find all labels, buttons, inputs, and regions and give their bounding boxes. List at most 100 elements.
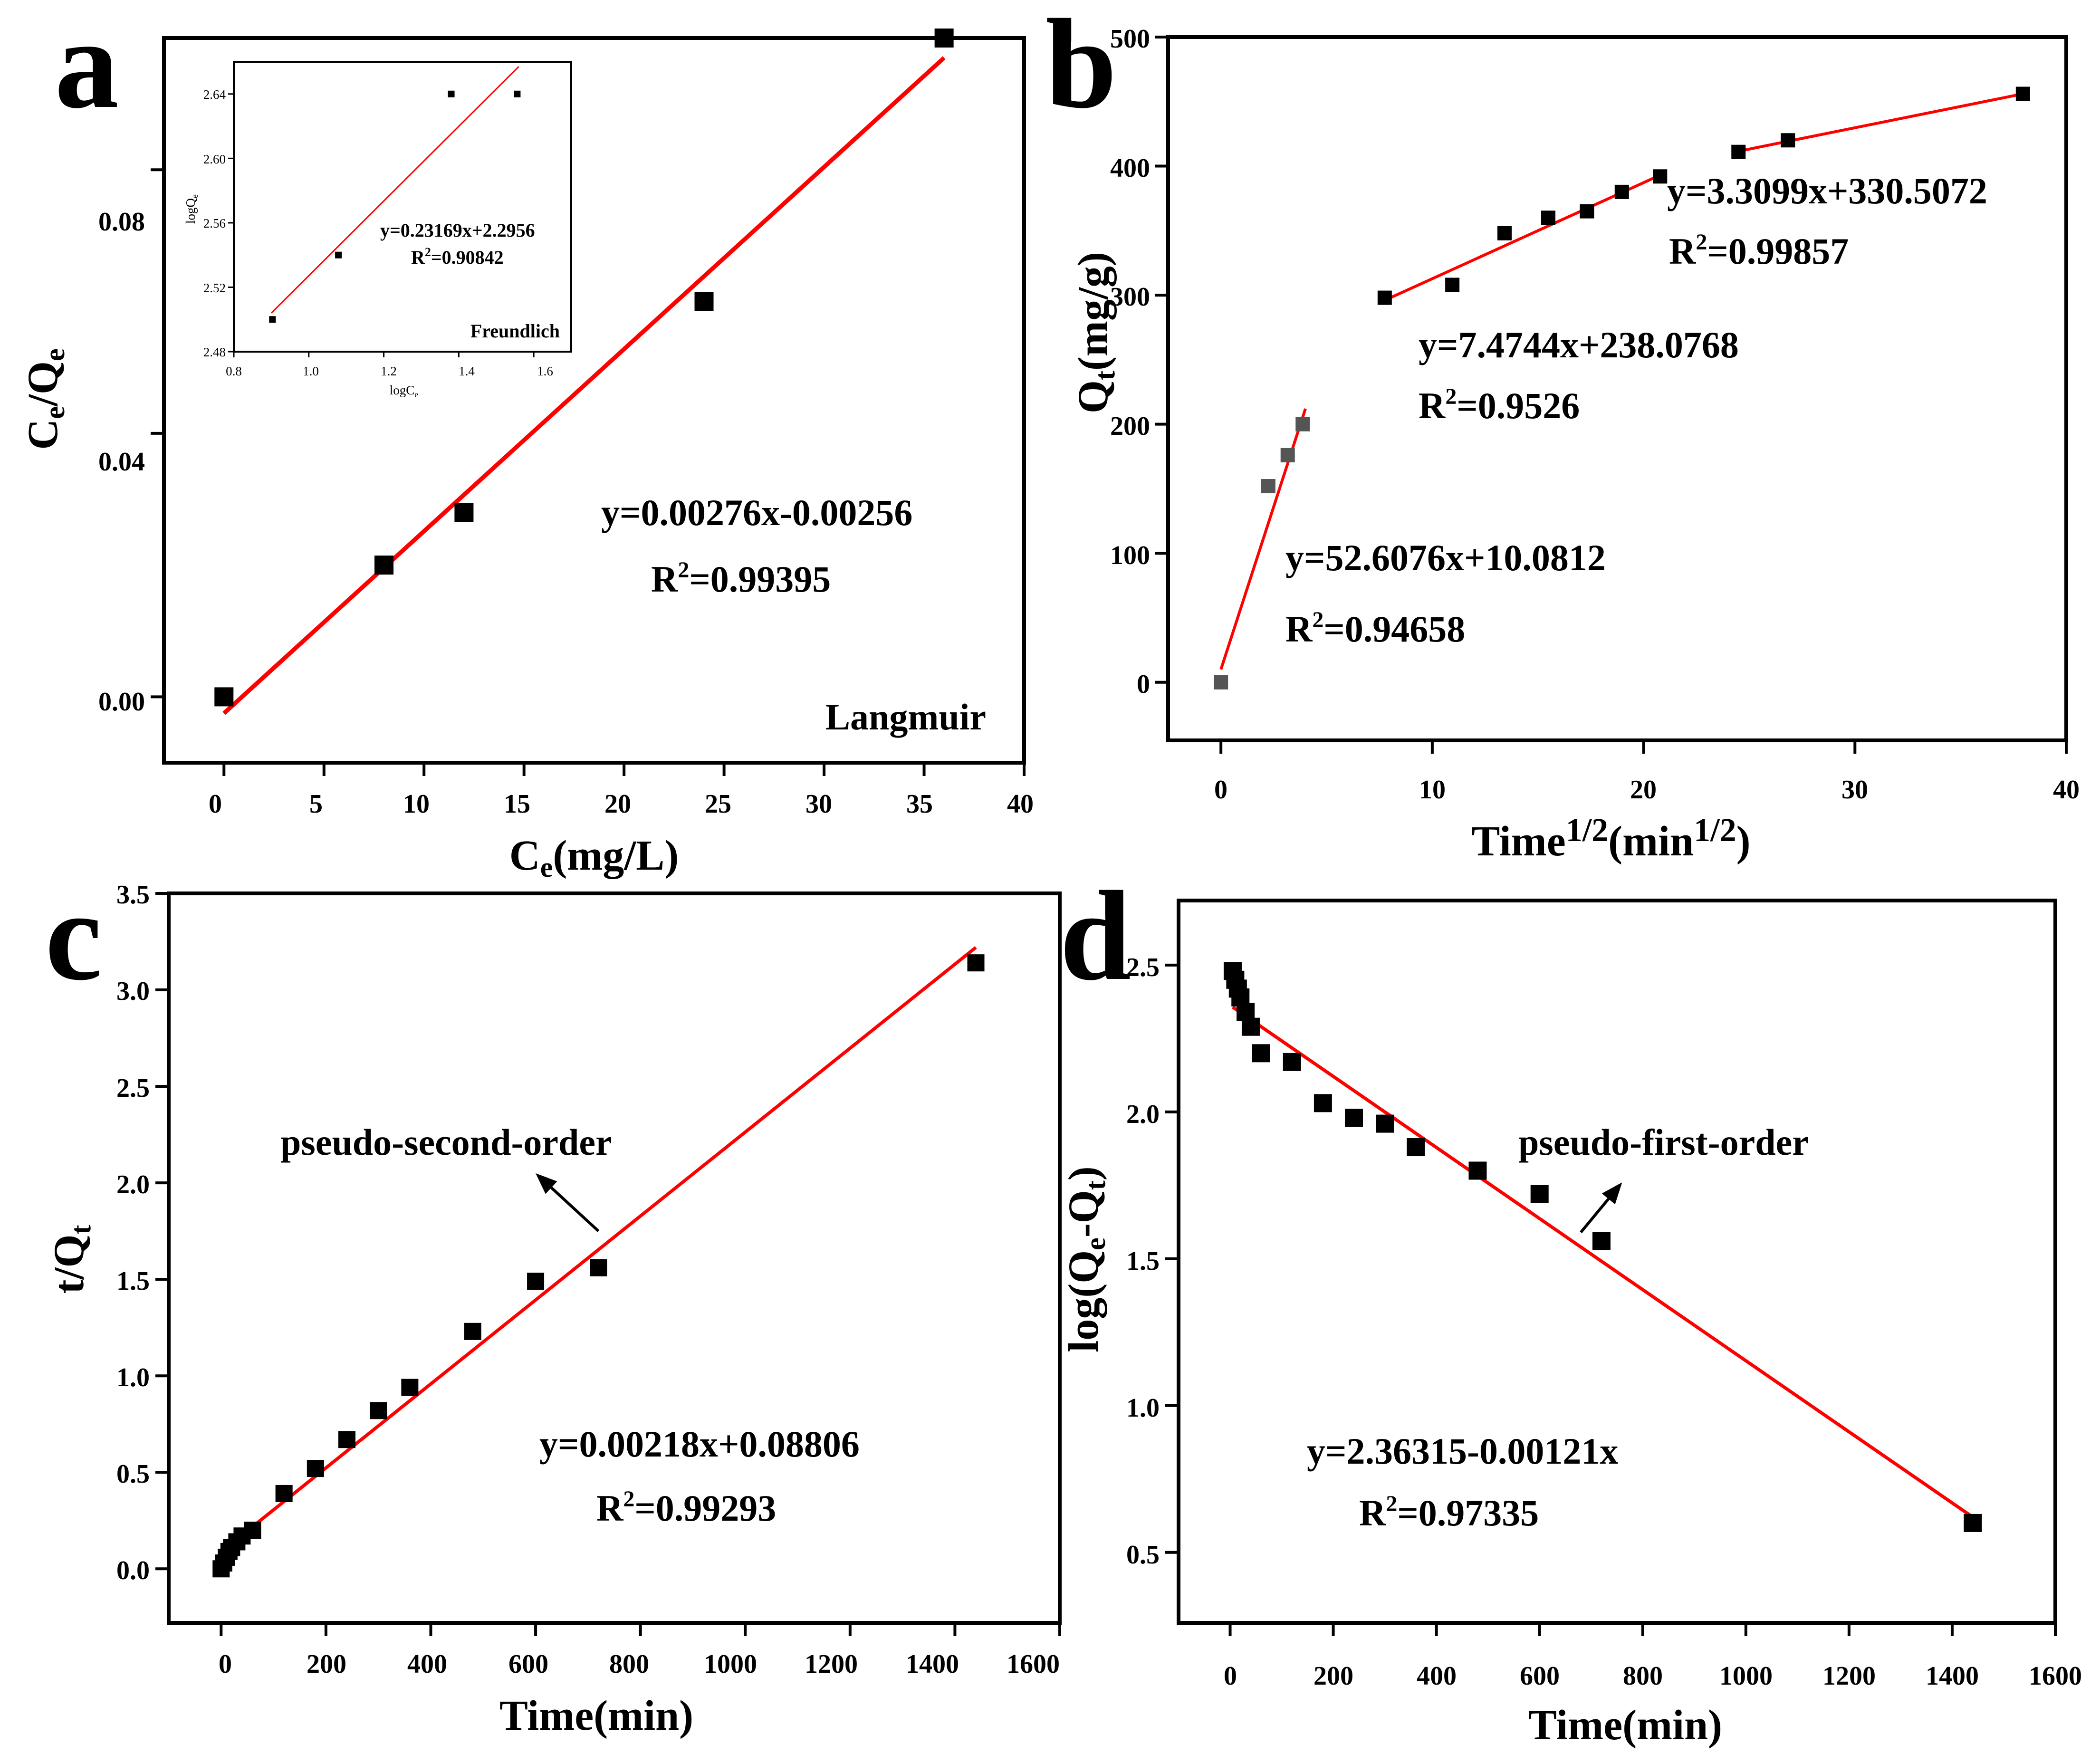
x-tick-c-6: 1200 [805,1649,858,1679]
x-tick-c-4: 800 [609,1649,649,1679]
data-point-c-16 [590,1259,607,1276]
equation-b-3: y=3.3099x+330.5072 [1667,170,1987,211]
ticks-a [151,168,1026,776]
fit-line-a [222,56,946,715]
fit-line-c [220,946,977,1553]
data-point-c-12 [370,1402,387,1419]
data-point-a-2 [374,556,394,575]
arrow-c [550,1187,600,1232]
y-tick-d-3: 2.0 [1126,1100,1160,1129]
x-tick-a-5: 25 [705,789,731,819]
data-point-b-1 [1214,675,1228,690]
data-point-d-6 [1241,1017,1260,1036]
plot-frame-c [167,891,1062,1625]
inset-x-tick-2: 1.2 [381,364,397,378]
data-point-d-11 [1376,1114,1394,1133]
data-point-b-4 [1295,417,1310,431]
x-tick-d-7: 1400 [1926,1661,1979,1691]
y-tick-b-5: 500 [1110,24,1150,54]
x-tick-a-1: 5 [309,789,323,819]
inset-frame [233,61,572,353]
inset-y-tick-3: 2.60 [203,152,226,166]
inset-y-tick-4: 2.64 [203,87,226,102]
y-tick-c-3: 1.5 [116,1266,150,1296]
inset-x-tick-1: 1.0 [303,364,319,378]
x-tick-c-8: 1600 [1007,1649,1060,1679]
inset-ticks [228,93,535,357]
y-tick-c-6: 3.0 [116,977,150,1006]
panel-letter-a: a [55,0,119,135]
data-point-d-8 [1283,1053,1301,1071]
arrowhead-d [1601,1182,1622,1205]
y-tick-a-1: 0.04 [98,447,145,477]
data-point-c-15 [527,1273,545,1290]
fit-line-d [1231,1006,1974,1519]
data-point-d-10 [1345,1109,1363,1127]
x-tick-a-0: 0 [209,789,222,819]
y-tick-b-0: 0 [1137,670,1150,699]
x-tick-a-7: 35 [906,789,933,819]
x-axis-title-d: Time(min) [1528,1702,1722,1749]
x-axis-title-c: Time(min) [499,1692,693,1739]
inset-equation: y=0.23169x+2.2956 [380,220,535,241]
data-point-d-15 [1592,1232,1611,1250]
x-tick-b-1: 10 [1419,775,1446,805]
y-tick-d-2: 1.5 [1126,1246,1160,1276]
data-point-a-5 [934,29,954,48]
plot-frame-a [162,36,1026,765]
x-tick-a-8: 40 [1007,789,1034,819]
y-tick-c-0: 0.0 [116,1556,150,1585]
inset-y-tick-1: 2.52 [203,281,226,295]
data-point-d-16 [1964,1514,1982,1532]
panel-c: c 0 200 400 600 800 1000 1200 1400 1600 … [45,865,1062,1739]
equation-c: y=0.00218x+0.08806 [539,1423,860,1465]
panel-b: b 0 10 20 30 40 0 100 200 300 400 500 Ti… [1045,0,2080,865]
x-tick-c-3: 600 [508,1649,548,1679]
inset-data-point-2 [335,251,342,259]
r-squared-c: R2=0.99293 [596,1486,776,1529]
y-tick-c-5: 2.5 [116,1073,150,1103]
inset-x-tick-0: 0.8 [226,364,242,378]
inset-title-freundlich: Freundlich [470,320,560,342]
y-tick-c-7: 3.5 [116,880,150,910]
data-point-b-5 [1377,290,1392,305]
data-point-b-9 [1580,204,1594,219]
data-point-c-17 [967,954,985,972]
arrow-d [1580,1198,1610,1234]
data-point-d-9 [1314,1094,1332,1112]
x-tick-b-3: 30 [1841,775,1868,805]
data-point-b-13 [1781,133,1795,148]
r-squared-d: R2=0.97335 [1359,1491,1539,1534]
panel-a: a 0 5 10 15 20 25 30 35 40 0.00 0.04 0.0… [19,0,1034,883]
y-tick-b-3: 300 [1110,282,1150,312]
x-tick-d-1: 200 [1314,1661,1353,1691]
data-point-b-6 [1445,278,1460,292]
x-tick-c-1: 200 [307,1649,346,1679]
equation-b-1: y=52.6076x+10.0812 [1285,537,1606,578]
data-point-b-2 [1261,479,1275,494]
x-tick-a-3: 15 [504,789,530,819]
model-label-langmuir: Langmuir [825,696,986,738]
x-tick-c-0: 0 [219,1649,232,1679]
y-axis-title-a: Ce/Qe [19,348,70,450]
data-point-d-13 [1468,1161,1487,1180]
data-point-b-14 [2015,86,2030,101]
inset-data-point-3 [448,90,455,97]
data-point-c-8 [244,1522,261,1539]
inset-y-axis-title: logQe [183,194,200,224]
inset-x-tick-4: 1.6 [537,364,553,378]
data-point-d-14 [1530,1185,1549,1203]
panel-letter-c: c [45,865,102,1007]
plot-frame-b [1166,35,2068,742]
y-tick-d-0: 0.5 [1126,1540,1160,1570]
data-point-a-4 [694,292,714,311]
r-squared-b-1: R2=0.94658 [1285,607,1465,650]
y-tick-d-1: 1.0 [1126,1393,1160,1423]
model-label-pseudo-first-order: pseudo-first-order [1518,1121,1809,1163]
plot-frame-d [1177,899,2057,1625]
data-points-d [1223,962,1982,1532]
data-points-c [212,954,985,1578]
data-point-c-13 [401,1379,419,1396]
data-point-c-14 [464,1323,481,1340]
inset-data-point-4 [514,90,521,97]
